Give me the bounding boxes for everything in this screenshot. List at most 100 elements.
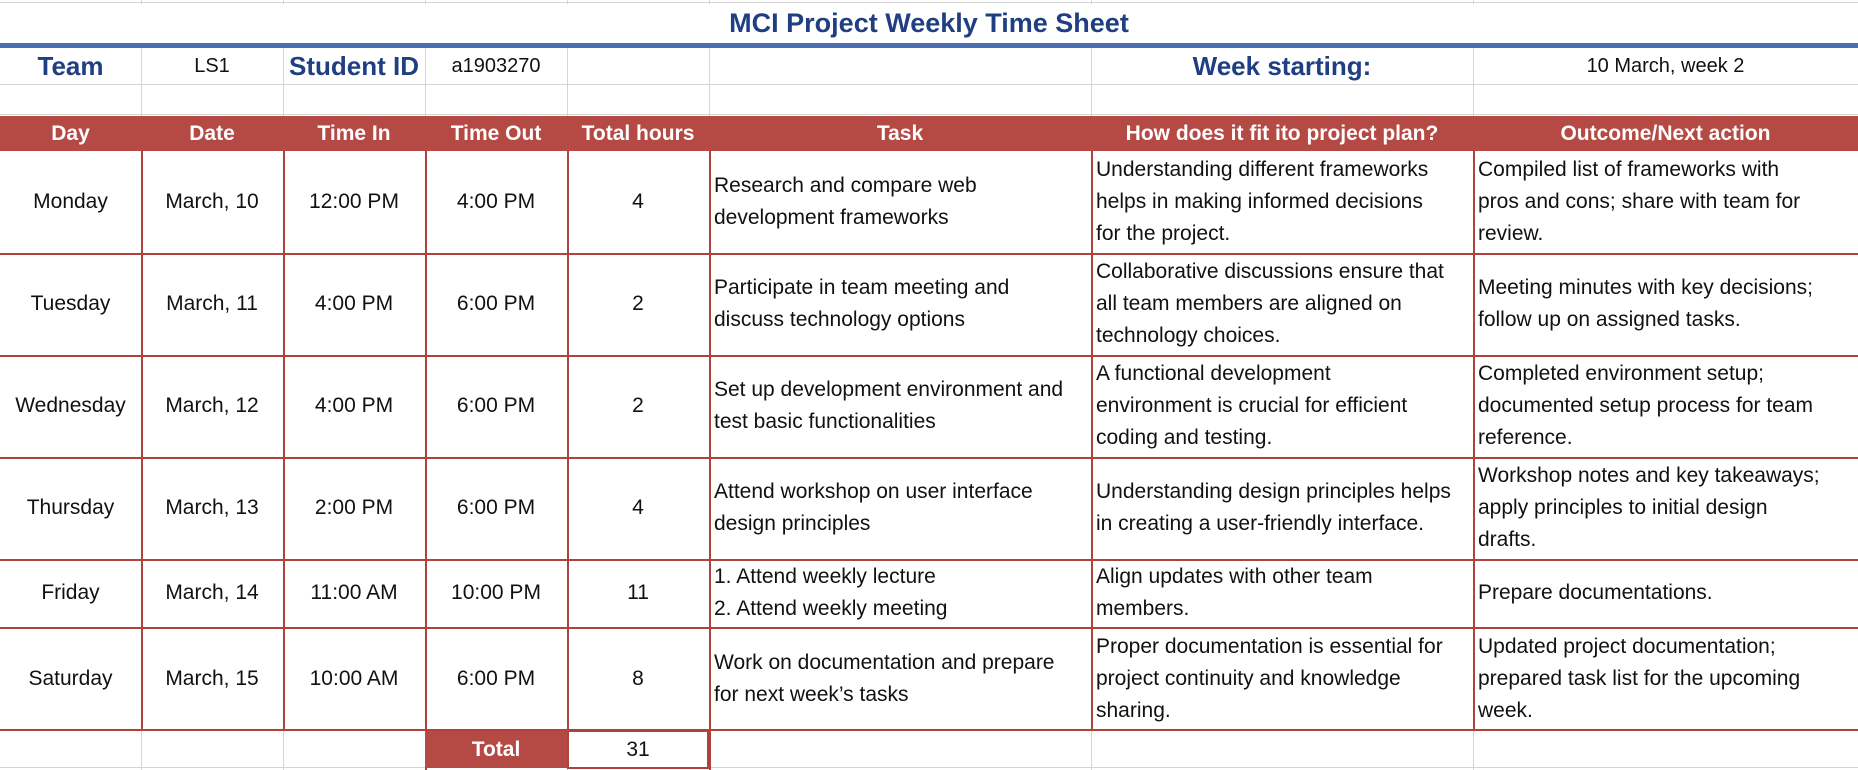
cell-day[interactable]: Tuesday	[30, 292, 111, 315]
gridline	[0, 114, 1858, 115]
fit-line: A functional development	[1096, 362, 1331, 385]
cell-hours[interactable]: 4	[632, 190, 644, 213]
cell-time-out[interactable]: 10:00 PM	[451, 581, 541, 604]
team-value[interactable]: LS1	[194, 54, 230, 77]
cell-time-out[interactable]: 6:00 PM	[456, 292, 536, 315]
cell-task[interactable]: Work on documentation and prepare for nex…	[709, 627, 1091, 730]
cell-date[interactable]: March, 12	[165, 394, 259, 417]
task-line: 1. Attend weekly lecture	[714, 565, 936, 588]
fit-line: for the project.	[1096, 222, 1231, 245]
table-border	[0, 729, 1858, 731]
cell-hours[interactable]: 2	[632, 394, 644, 417]
cell-outcome[interactable]: Updated project documentation; prepared t…	[1473, 627, 1858, 730]
task-line: design principles	[714, 512, 871, 535]
total-label: Total	[425, 731, 567, 768]
cell-time-out[interactable]: 6:00 PM	[456, 666, 536, 690]
title-underline	[0, 43, 1858, 48]
cell-hours[interactable]: 2	[632, 292, 644, 315]
cell-outcome[interactable]: Meeting minutes with key decisions; follo…	[1473, 253, 1858, 355]
cell-outcome[interactable]: Completed environment setup; documented s…	[1473, 355, 1858, 457]
header-outcome: Outcome/Next action	[1473, 116, 1858, 151]
table-border	[0, 457, 1858, 459]
header-time-out: Time Out	[425, 116, 567, 151]
cell-time-in[interactable]: 12:00 PM	[309, 190, 399, 213]
cell-date[interactable]: March, 10	[165, 190, 259, 213]
outcome-line: Compiled list of frameworks with	[1478, 158, 1780, 181]
cell-time-in[interactable]: 10:00 AM	[309, 666, 399, 690]
cell-fit[interactable]: Understanding different frameworks helps …	[1091, 151, 1473, 253]
cell-hours[interactable]: 8	[632, 666, 644, 690]
fit-line: Understanding design principles helps	[1096, 480, 1451, 503]
cell-fit[interactable]: A functional development environment is c…	[1091, 355, 1473, 457]
cell-task[interactable]: Set up development environment and test b…	[709, 355, 1091, 457]
fit-line: Proper documentation is essential for	[1096, 634, 1443, 658]
cell-task[interactable]: Research and compare web development fram…	[709, 151, 1091, 253]
outcome-line: week.	[1478, 698, 1533, 722]
table-border	[0, 355, 1858, 357]
cell-task[interactable]: 1. Attend weekly lecture 2. Attend weekly…	[709, 559, 1091, 627]
cell-time-in[interactable]: 11:00 AM	[310, 581, 398, 604]
task-line: Set up development environment and	[714, 378, 1064, 401]
cell-time-in[interactable]: 4:00 PM	[314, 292, 394, 315]
task-line: for next week’s tasks	[714, 682, 909, 706]
cell-time-in[interactable]: 2:00 PM	[314, 496, 394, 519]
cell-fit[interactable]: Align updates with other team members.	[1091, 559, 1473, 627]
table-border	[0, 559, 1858, 561]
task-line: Attend workshop on user interface	[714, 480, 1033, 503]
cell-outcome[interactable]: Workshop notes and key takeaways; apply p…	[1473, 457, 1858, 559]
cell-outcome[interactable]: Prepare documentations.	[1473, 559, 1858, 627]
task-line: Research and compare web	[714, 174, 977, 197]
cell-time-in[interactable]: 4:00 PM	[314, 394, 394, 417]
cell-fit[interactable]: Understanding design principles helps in …	[1091, 457, 1473, 559]
cell-date[interactable]: March, 15	[165, 666, 259, 690]
cell-task[interactable]: Participate in team meeting and discuss t…	[709, 253, 1091, 355]
outcome-line: reference.	[1478, 426, 1573, 449]
table-border	[567, 151, 569, 730]
header-day: Day	[0, 116, 141, 151]
cell-date[interactable]: March, 14	[165, 581, 259, 604]
cell-fit[interactable]: Proper documentation is essential for pro…	[1091, 627, 1473, 730]
cell-outcome[interactable]: Compiled list of frameworks with pros and…	[1473, 151, 1858, 253]
total-hours-value[interactable]: 31	[567, 730, 709, 769]
student-id-label: Student ID	[289, 50, 419, 81]
table-border	[1473, 151, 1475, 730]
cell-day[interactable]: Monday	[33, 190, 108, 213]
cell-day[interactable]: Saturday	[28, 666, 113, 690]
table-border	[0, 253, 1858, 255]
gridline	[0, 84, 1858, 85]
week-starting-value[interactable]: 10 March, week 2	[1586, 54, 1745, 77]
fit-line: technology choices.	[1096, 324, 1281, 347]
fit-line: sharing.	[1096, 698, 1171, 722]
fit-line: project continuity and knowledge	[1096, 666, 1401, 690]
cell-time-out[interactable]: 4:00 PM	[456, 190, 536, 213]
week-starting-label: Week starting:	[1192, 50, 1372, 81]
fit-line: helps in making informed decisions	[1096, 190, 1423, 213]
task-line: development frameworks	[714, 206, 949, 229]
outcome-line: Workshop notes and key takeaways;	[1478, 464, 1820, 487]
cell-task[interactable]: Attend workshop on user interface design …	[709, 457, 1091, 559]
cell-time-out[interactable]: 6:00 PM	[456, 496, 536, 519]
cell-day[interactable]: Wednesday	[15, 394, 126, 417]
cell-date[interactable]: March, 11	[166, 292, 258, 315]
outcome-line: drafts.	[1478, 528, 1537, 551]
cell-time-out[interactable]: 6:00 PM	[456, 394, 536, 417]
table-border	[0, 627, 1858, 629]
outcome-line: prepared task list for the upcoming	[1478, 666, 1801, 690]
table-border	[425, 151, 427, 770]
cell-fit[interactable]: Collaborative discussions ensure that all…	[1091, 253, 1473, 355]
fit-line: in creating a user-friendly interface.	[1096, 512, 1424, 535]
cell-hours[interactable]: 11	[627, 581, 649, 604]
header-time-in: Time In	[283, 116, 425, 151]
header-task: Task	[709, 116, 1091, 151]
cell-day[interactable]: Thursday	[26, 496, 115, 519]
cell-date[interactable]: March, 13	[165, 496, 259, 519]
cell-hours[interactable]: 4	[632, 496, 644, 519]
cell-day[interactable]: Friday	[41, 581, 100, 604]
fit-line: all team members are aligned on	[1096, 292, 1402, 315]
student-id-value[interactable]: a1903270	[451, 54, 541, 77]
team-label: Team	[37, 50, 104, 81]
outcome-line: Meeting minutes with key decisions;	[1478, 276, 1813, 299]
task-line: Participate in team meeting and	[714, 276, 1010, 299]
gridline	[0, 2, 1858, 3]
